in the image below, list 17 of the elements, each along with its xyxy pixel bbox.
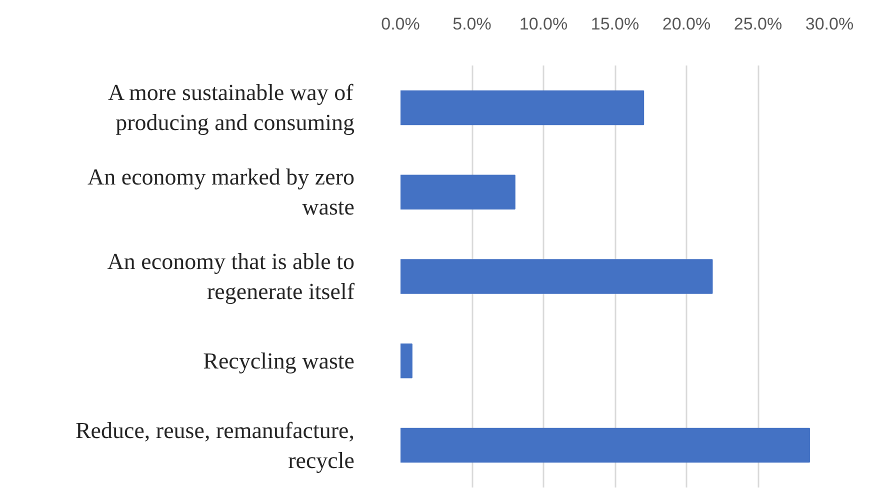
bar <box>400 174 516 210</box>
y-tick-label: An economy that is able to regenerate itself <box>107 249 355 304</box>
x-tick-label: 30.0% <box>805 14 854 34</box>
y-tick-label: Reduce, reuse, remanufacture, recycle <box>75 418 355 473</box>
x-tick-label: 5.0% <box>452 14 492 34</box>
bar <box>400 90 644 126</box>
y-tick-label: An economy marked by zero waste <box>88 164 355 220</box>
y-tick-label: A more sustainable way of producing and consuming <box>108 80 355 136</box>
x-tick-label: 20.0% <box>662 14 711 34</box>
y-tick-label: Recycling waste <box>203 348 355 374</box>
bar <box>400 344 412 378</box>
x-tick-label: 0.0% <box>381 14 420 34</box>
x-tick-label: 25.0% <box>734 14 782 34</box>
bar <box>400 259 713 294</box>
x-tick-label: 15.0% <box>590 14 640 34</box>
x-tick-label: 10.0% <box>519 14 568 34</box>
bar <box>400 428 810 463</box>
